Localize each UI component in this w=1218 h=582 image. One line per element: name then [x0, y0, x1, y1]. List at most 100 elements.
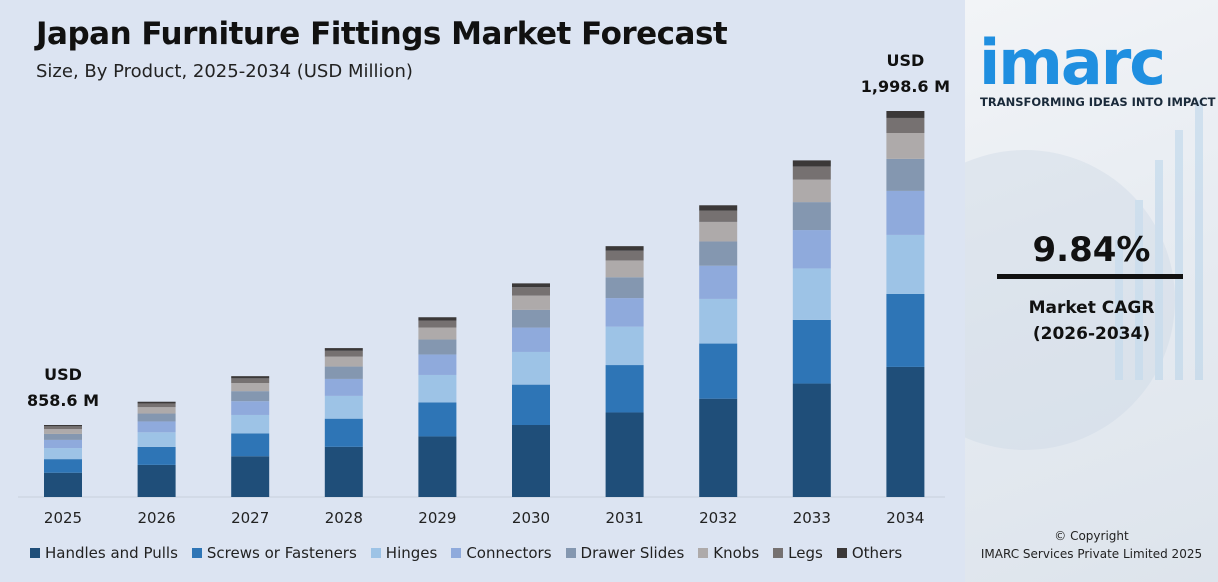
bar-segment-screws-or-fasteners	[699, 343, 738, 399]
x-tick-label: 2028	[325, 509, 363, 527]
bar-segment-screws-or-fasteners	[792, 319, 831, 384]
bar-segment-drawer-slides	[231, 391, 270, 402]
legend-item: Drawer Slides	[565, 544, 685, 562]
legend-swatch	[370, 548, 381, 558]
legend-label: Drawer Slides	[580, 544, 685, 562]
bar-segment-hinges	[792, 268, 831, 320]
chart-panel: 2025 2026 2027 2028 2029 2030 2031 2032 2033 2034…	[18, 16, 951, 562]
bar-segment-handles-and-pulls	[792, 383, 831, 497]
bar-segment-knobs	[512, 295, 550, 310]
bar-segment-connectors	[886, 190, 925, 235]
cagr-label-text: Market CAGR	[1028, 298, 1155, 318]
bar-segment-knobs	[418, 327, 457, 340]
legend-swatch	[30, 548, 40, 558]
tagline: TRANSFORMING IDEAS INTO IMPACT	[980, 95, 1216, 109]
chart-title: Japan Furniture Fittings Market Forecast	[36, 16, 728, 52]
imarc-logo: imarc	[979, 26, 1166, 99]
x-tick-label: 2027	[231, 509, 269, 527]
bar-segment-knobs	[44, 429, 82, 434]
bar-segment-handles-and-pulls	[605, 412, 644, 497]
cagr-value: 9.84%	[1032, 230, 1151, 270]
legend-item: Connectors	[451, 544, 552, 562]
legend-label: Connectors	[466, 544, 552, 562]
bar-segment-legs	[699, 210, 738, 222]
bar-segment-knobs	[324, 356, 363, 367]
bar-segment-others	[699, 205, 738, 211]
bar-segment-connectors	[324, 378, 363, 396]
legend-item: Legs	[773, 544, 823, 562]
legend-label: Legs	[788, 544, 823, 562]
bar-segment-legs	[418, 320, 457, 328]
bar-segment-connectors	[699, 265, 738, 299]
bar-segment-others	[512, 283, 550, 288]
bar-segment-hinges	[137, 432, 176, 447]
stacked-bar-chart: 2025 2026 2027 2028 2029 2030 2031 2032 2033 2034…	[18, 51, 950, 527]
bar-segment-legs	[324, 350, 363, 357]
bar-segment-hinges	[44, 448, 82, 460]
bar-segment-drawer-slides	[324, 366, 363, 379]
bar-segment-screws-or-fasteners	[44, 459, 82, 473]
bar-segment-handles-and-pulls	[418, 436, 457, 497]
copyright: © Copyright IMARC Services Private Limite…	[965, 527, 1218, 563]
bar-segment-drawer-slides	[44, 433, 82, 440]
bar-segment-hinges	[418, 374, 457, 403]
bar-segment-handles-and-pulls	[137, 464, 176, 497]
bar-segment-screws-or-fasteners	[886, 293, 925, 367]
bar-segment-others	[137, 401, 176, 404]
bar-segment-screws-or-fasteners	[137, 446, 176, 465]
cagr-period: (2026-2034)	[1032, 324, 1151, 344]
legend-label: Hinges	[385, 544, 438, 562]
bar-segment-screws-or-fasteners	[512, 384, 550, 426]
bar-segment-hinges	[605, 326, 644, 366]
bar-segment-knobs	[605, 260, 644, 278]
bar-segment-hinges	[231, 414, 270, 434]
bar-segment-others	[792, 160, 831, 167]
bar-segment-legs	[231, 378, 270, 384]
copyright-text: © Copyright	[1054, 529, 1129, 543]
bar-segment-handles-and-pulls	[699, 398, 738, 497]
bar-segment-screws-or-fasteners	[418, 402, 457, 437]
x-tick-label: 2026	[138, 509, 176, 527]
bar-segment-connectors	[418, 354, 457, 375]
bar-segment-connectors	[605, 298, 644, 327]
legend-swatch	[451, 548, 462, 558]
legend-swatch	[698, 548, 709, 558]
bar-segment-legs	[137, 403, 176, 408]
total-label: USD	[887, 51, 925, 70]
x-tick-label: 2033	[793, 509, 831, 527]
divider	[997, 274, 1183, 279]
bar-segment-legs	[886, 117, 925, 134]
bar-segment-knobs	[699, 221, 738, 242]
company-name: IMARC Services Private Limited 2025	[980, 547, 1203, 561]
bar-segment-connectors	[231, 401, 270, 415]
bar-segment-drawer-slides	[418, 339, 457, 355]
bar-segment-connectors	[512, 327, 550, 352]
legend-label: Handles and Pulls	[45, 544, 178, 562]
bar-segment-handles-and-pulls	[324, 446, 363, 497]
legend-swatch	[836, 548, 847, 558]
bar-segment-hinges	[512, 351, 550, 385]
x-tick-label: 2031	[606, 509, 644, 527]
bar-segment-connectors	[44, 439, 82, 449]
x-tick-label: 2025	[44, 509, 82, 527]
total-label: 1,998.6 M	[861, 77, 950, 96]
bar-segment-legs	[512, 287, 550, 296]
legend-item: Knobs	[698, 544, 759, 562]
x-tick-label: 2030	[512, 509, 550, 527]
bar-segment-legs	[44, 426, 82, 430]
legend-swatch	[773, 548, 784, 558]
bar-segment-drawer-slides	[886, 158, 925, 191]
bar-segment-drawer-slides	[699, 241, 738, 266]
cagr-label: Market CAGR (2026-2034)	[965, 295, 1218, 347]
legend-label: Knobs	[713, 544, 760, 562]
chart-subtitle: Size, By Product, 2025-2034 (USD Million…	[36, 61, 413, 82]
bar-segment-drawer-slides	[512, 309, 550, 328]
bar-segment-legs	[792, 166, 831, 180]
bar-segment-others	[605, 246, 644, 251]
legend-label: Others	[851, 544, 903, 562]
bar-segment-others	[44, 425, 82, 427]
bar-segment-handles-and-pulls	[886, 366, 925, 497]
bar-segment-hinges	[886, 234, 925, 294]
x-tick-label: 2032	[699, 509, 737, 527]
brand-panel: imarc TRANSFORMING IDEAS INTO IMPACT 9.8…	[965, 0, 1218, 582]
